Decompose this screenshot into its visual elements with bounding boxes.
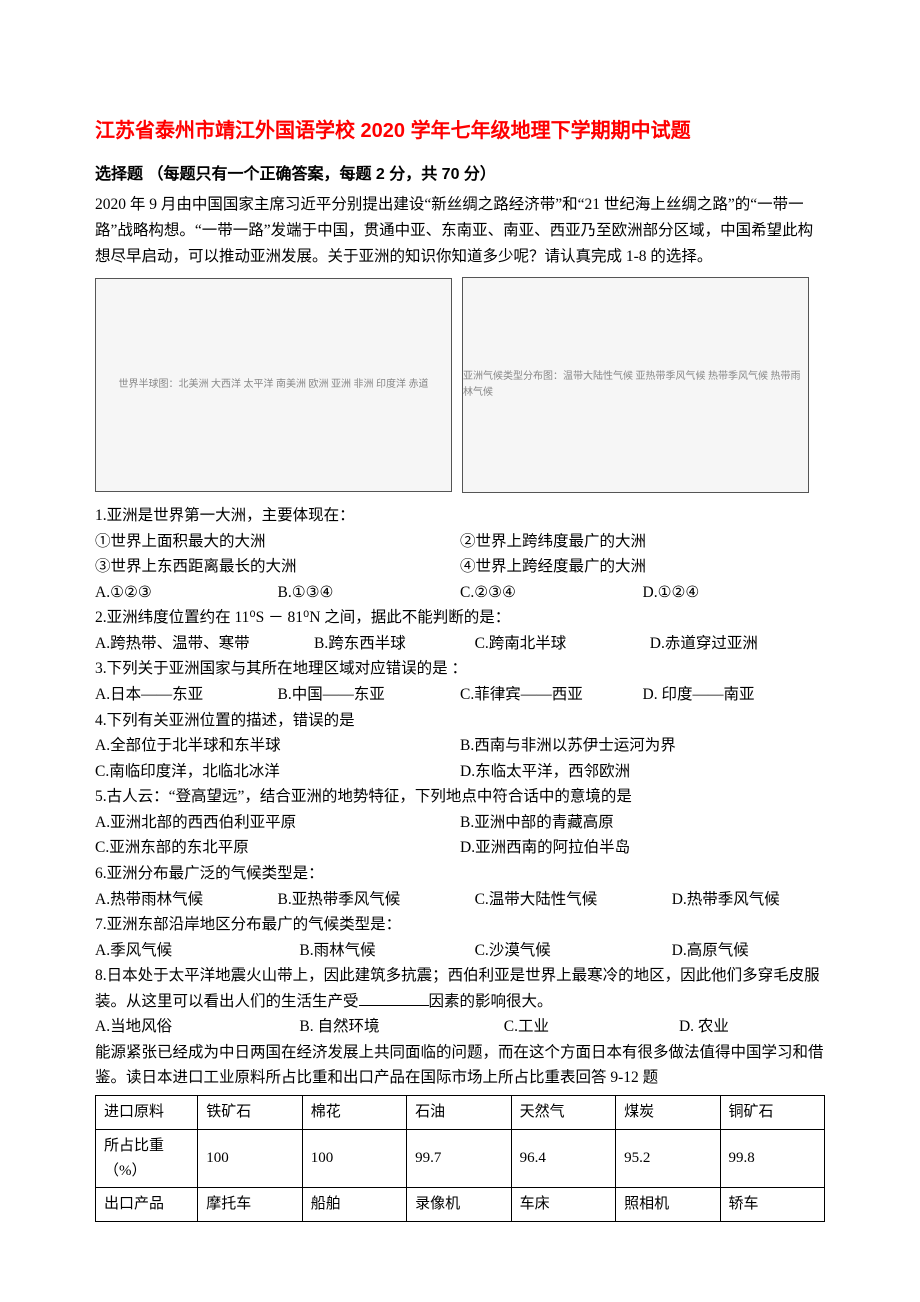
q6-stem: 6.亚洲分布最广泛的气候类型是： <box>95 861 825 887</box>
figure-row: 世界半球图：北美洲 大西洋 太平洋 南美洲 欧洲 亚洲 非洲 印度洋 赤道 亚洲… <box>95 277 825 493</box>
table-row: 进口原料 铁矿石 棉花 石油 天然气 煤炭 铜矿石 <box>96 1096 825 1130</box>
q3-opt-b: B.中国——东亚 <box>278 682 461 708</box>
table-cell: 照相机 <box>616 1188 720 1222</box>
table-row: 出口产品 摩托车 船舶 录像机 车床 照相机 轿车 <box>96 1188 825 1222</box>
figure-asia-climate: 亚洲气候类型分布图：温带大陆性气候 亚热带季风气候 热带季风气候 热带雨林气候 <box>462 277 809 493</box>
table-cell: 煤炭 <box>616 1096 720 1130</box>
q1-options: A.①②③ B.①③④ C.②③④ D.①②④ <box>95 580 825 606</box>
table-cell: 天然气 <box>511 1096 615 1130</box>
q5-stem: 5.古人云：“登高望远”，结合亚洲的地势特征，下列地点中符合话中的意境的是 <box>95 784 825 810</box>
table-cell: 车床 <box>511 1188 615 1222</box>
table-cell: 出口产品 <box>96 1188 198 1222</box>
q6-options: A.热带雨林气候 B.亚热带季风气候 C.温带大陆性气候 D.热带季风气候 <box>95 887 825 913</box>
section-heading: 选择题 （每题只有一个正确答案，每题 2 分，共 70 分） <box>95 162 825 188</box>
q8-opt-c: C.工业 <box>504 1014 679 1040</box>
q1-stem: 1.亚洲是世界第一大洲，主要体现在： <box>95 503 825 529</box>
q7-opt-a: A.季风气候 <box>95 938 299 964</box>
table-cell: 铁矿石 <box>198 1096 302 1130</box>
q8-stem: 8.日本处于太平洋地震火山带上，因此建筑多抗震；西伯利亚是世界上最寒冷的地区，因… <box>95 963 825 1014</box>
q6-opt-d: D.热带季风气候 <box>672 887 825 913</box>
q2-opt-d: D.赤道穿过亚洲 <box>650 631 811 657</box>
table-cell: 录像机 <box>407 1188 511 1222</box>
q7-opt-c: C.沙漠气候 <box>475 938 672 964</box>
q8-opt-a: A.当地风俗 <box>95 1014 299 1040</box>
table-cell: 所占比重（%） <box>96 1129 198 1188</box>
q3-opt-c: C.菲律宾——西亚 <box>460 682 643 708</box>
q5-opt-a: A.亚洲北部的西西伯利亚平原 <box>95 810 460 836</box>
q8-stem-b: 因素的影响很大。 <box>429 993 553 1010</box>
table-cell: 95.2 <box>616 1129 720 1188</box>
figure-hemispheres-alt: 世界半球图：北美洲 大西洋 太平洋 南美洲 欧洲 亚洲 非洲 印度洋 赤道 <box>119 377 429 394</box>
intro-paragraph: 2020 年 9 月由中国国家主席习近平分别提出建设“新丝绸之路经济带”和“21… <box>95 192 825 269</box>
q8-blank <box>359 1005 429 1006</box>
q5-opt-d: D.亚洲西南的阿拉伯半岛 <box>460 835 825 861</box>
q1-s1: ①世界上面积最大的大洲 <box>95 529 460 555</box>
q2-opt-c: C.跨南北半球 <box>475 631 650 657</box>
figure-asia-climate-alt: 亚洲气候类型分布图：温带大陆性气候 亚热带季风气候 热带季风气候 热带雨林气候 <box>463 369 808 402</box>
table-cell: 轿车 <box>720 1188 824 1222</box>
q1-s3: ③世界上东西距离最长的大洲 <box>95 554 460 580</box>
table-cell: 99.8 <box>720 1129 824 1188</box>
q3-stem: 3.下列关于亚洲国家与其所在地理区域对应错误的是 ： <box>95 656 825 682</box>
table-cell: 99.7 <box>407 1129 511 1188</box>
q5-options: A.亚洲北部的西西伯利亚平原 B.亚洲中部的青藏高原 C.亚洲东部的东北平原 D… <box>95 810 825 861</box>
page-title: 江苏省泰州市靖江外国语学校 2020 学年七年级地理下学期期中试题 <box>95 115 825 148</box>
q5-opt-b: B.亚洲中部的青藏高原 <box>460 810 825 836</box>
q2-options: A.跨热带、温带、寒带 B.跨东西半球 C.跨南北半球 D.赤道穿过亚洲 <box>95 631 825 657</box>
table-cell: 船舶 <box>302 1188 406 1222</box>
q2-stem: 2.亚洲纬度位置约在 11⁰S － 81⁰N 之间，据此不能判断的是： <box>95 605 825 631</box>
figure-hemispheres: 世界半球图：北美洲 大西洋 太平洋 南美洲 欧洲 亚洲 非洲 印度洋 赤道 <box>95 278 452 492</box>
q4-opt-a: A.全部位于北半球和东半球 <box>95 733 460 759</box>
q2-opt-b: B.跨东西半球 <box>314 631 475 657</box>
q7-opt-d: D.高原气候 <box>672 938 818 964</box>
table-cell: 100 <box>302 1129 406 1188</box>
q1-s2: ②世界上跨纬度最广的大洲 <box>460 529 825 555</box>
table-cell: 铜矿石 <box>720 1096 824 1130</box>
q1-opt-a: A.①②③ <box>95 580 278 606</box>
q4-opt-b: B.西南与非洲以苏伊士运河为界 <box>460 733 825 759</box>
table-cell: 棉花 <box>302 1096 406 1130</box>
table-cell: 96.4 <box>511 1129 615 1188</box>
q1-opt-b: B.①③④ <box>278 580 461 606</box>
q7-stem: 7.亚洲东部沿岸地区分布最广的气候类型是： <box>95 912 825 938</box>
pre-table-paragraph: 能源紧张已经成为中日两国在经济发展上共同面临的问题，而在这个方面日本有很多做法值… <box>95 1040 825 1091</box>
table-cell: 100 <box>198 1129 302 1188</box>
q6-opt-a: A.热带雨林气候 <box>95 887 278 913</box>
q8-opt-b: B. 自然环境 <box>299 1014 503 1040</box>
q3-options: A.日本——东亚 B.中国——东亚 C.菲律宾——西亚 D. 印度——南亚 <box>95 682 825 708</box>
q4-options: A.全部位于北半球和东半球 B.西南与非洲以苏伊士运河为界 C.南临印度洋，北临… <box>95 733 825 784</box>
q1-statements: ①世界上面积最大的大洲 ②世界上跨纬度最广的大洲 ③世界上东西距离最长的大洲 ④… <box>95 529 825 580</box>
q1-s4: ④世界上跨经度最广的大洲 <box>460 554 825 580</box>
q2-opt-a: A.跨热带、温带、寒带 <box>95 631 314 657</box>
q6-opt-b: B.亚热带季风气候 <box>278 887 475 913</box>
q4-opt-d: D.东临太平洋，西邻欧洲 <box>460 759 825 785</box>
q7-opt-b: B.雨林气候 <box>299 938 474 964</box>
q4-opt-c: C.南临印度洋，北临北冰洋 <box>95 759 460 785</box>
import-export-table: 进口原料 铁矿石 棉花 石油 天然气 煤炭 铜矿石 所占比重（%） 100 10… <box>95 1095 825 1222</box>
q8-opt-d: D. 农业 <box>679 1014 810 1040</box>
table-cell: 进口原料 <box>96 1096 198 1130</box>
table-row: 所占比重（%） 100 100 99.7 96.4 95.2 99.8 <box>96 1129 825 1188</box>
table-cell: 石油 <box>407 1096 511 1130</box>
q5-opt-c: C.亚洲东部的东北平原 <box>95 835 460 861</box>
q4-stem: 4.下列有关亚洲位置的描述，错误的是 <box>95 708 825 734</box>
table-cell: 摩托车 <box>198 1188 302 1222</box>
q7-options: A.季风气候 B.雨林气候 C.沙漠气候 D.高原气候 <box>95 938 825 964</box>
q8-options: A.当地风俗 B. 自然环境 C.工业 D. 农业 <box>95 1014 825 1040</box>
q1-opt-d: D.①②④ <box>643 580 826 606</box>
q3-opt-a: A.日本——东亚 <box>95 682 278 708</box>
q6-opt-c: C.温带大陆性气候 <box>475 887 672 913</box>
q3-opt-d: D. 印度——南亚 <box>643 682 826 708</box>
q1-opt-c: C.②③④ <box>460 580 643 606</box>
